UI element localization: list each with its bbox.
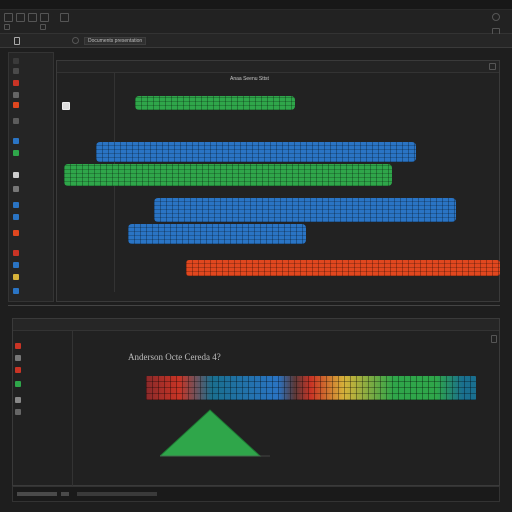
resize-handle-icon[interactable] [491, 335, 497, 343]
triangle-shape[interactable] [160, 406, 270, 460]
sidebar-item-icon [13, 250, 19, 256]
heat-strip[interactable] [146, 376, 476, 400]
sidebar-item-icon [13, 288, 19, 294]
bar-green-1[interactable] [135, 96, 295, 110]
sidebar [8, 52, 54, 302]
timeline-panel-header [57, 61, 499, 73]
settings-icon[interactable] [492, 13, 500, 21]
layer-icon[interactable] [15, 343, 21, 349]
sidebar-item[interactable] [13, 101, 51, 109]
tab-status-icon [72, 37, 79, 44]
sidebar-item-icon [13, 202, 19, 208]
sidebar-item[interactable] [13, 249, 51, 257]
chart-panel-sidebar [13, 331, 73, 486]
sidebar-item-icon [13, 150, 19, 156]
sidebar-item[interactable] [13, 57, 51, 65]
sidebar-item[interactable] [13, 287, 51, 295]
sidebar-item[interactable] [13, 79, 51, 87]
sidebar-item-icon [13, 230, 19, 236]
selection-icon[interactable] [62, 102, 70, 110]
timeline-title: Anaa Seenu Sttst [230, 76, 269, 82]
sidebar-item[interactable] [13, 213, 51, 221]
menu-bar [0, 0, 512, 10]
sidebar-item[interactable] [13, 273, 51, 281]
sidebar-item[interactable] [13, 137, 51, 145]
sidebar-item-icon [13, 186, 19, 192]
tool-move-icon[interactable] [16, 13, 25, 22]
sidebar-item[interactable] [13, 149, 51, 157]
panel-separator [8, 305, 500, 306]
toolbar [0, 10, 512, 36]
sidebar-item[interactable] [13, 185, 51, 193]
chart-panel-header [13, 319, 499, 331]
bar-orange-1[interactable] [186, 260, 500, 276]
status-bar [12, 486, 500, 502]
layer-icon[interactable] [15, 367, 21, 373]
tool-select-icon[interactable] [4, 13, 13, 22]
tool-small-2-icon[interactable] [40, 24, 46, 30]
bar-blue-2[interactable] [154, 198, 456, 222]
status-indicator [77, 492, 157, 496]
panel-menu-icon[interactable] [489, 63, 496, 70]
sidebar-item-icon [13, 172, 19, 178]
sidebar-item-icon [13, 68, 19, 74]
tool-crop-icon[interactable] [28, 13, 37, 22]
sidebar-item[interactable] [13, 261, 51, 269]
bar-blue-1[interactable] [96, 142, 416, 162]
sidebar-item-icon [13, 102, 19, 108]
bar-blue-3[interactable] [128, 224, 306, 244]
layer-icon[interactable] [15, 355, 21, 361]
sidebar-item-icon [13, 262, 19, 268]
sidebar-item[interactable] [13, 201, 51, 209]
sidebar-item-icon [13, 214, 19, 220]
sidebar-item[interactable] [13, 229, 51, 237]
sidebar-item[interactable] [13, 67, 51, 75]
layer-icon[interactable] [15, 409, 21, 415]
sidebar-item[interactable] [13, 91, 51, 99]
sidebar-item-icon [13, 58, 19, 64]
panel-toggle-icon[interactable] [14, 37, 20, 45]
tab-bar: Documents presentation [0, 34, 512, 48]
sidebar-item[interactable] [13, 117, 51, 125]
layer-icon[interactable] [15, 397, 21, 403]
status-indicator [17, 492, 57, 496]
sidebar-item-icon [13, 274, 19, 280]
sidebar-item-icon [13, 92, 19, 98]
chart-title: Anderson Octe Cereda 4? [128, 352, 221, 362]
tab-documents[interactable]: Documents presentation [84, 37, 146, 45]
sidebar-item-icon [13, 138, 19, 144]
sidebar-item-icon [13, 118, 19, 124]
layer-icon[interactable] [15, 381, 21, 387]
tool-brush-icon[interactable] [40, 13, 49, 22]
sidebar-item[interactable] [13, 171, 51, 179]
tool-shape-icon[interactable] [60, 13, 69, 22]
sidebar-item-icon [13, 80, 19, 86]
tool-small-1-icon[interactable] [4, 24, 10, 30]
bar-green-2[interactable] [64, 164, 392, 186]
status-indicator [61, 492, 69, 496]
chart-panel [12, 318, 500, 486]
